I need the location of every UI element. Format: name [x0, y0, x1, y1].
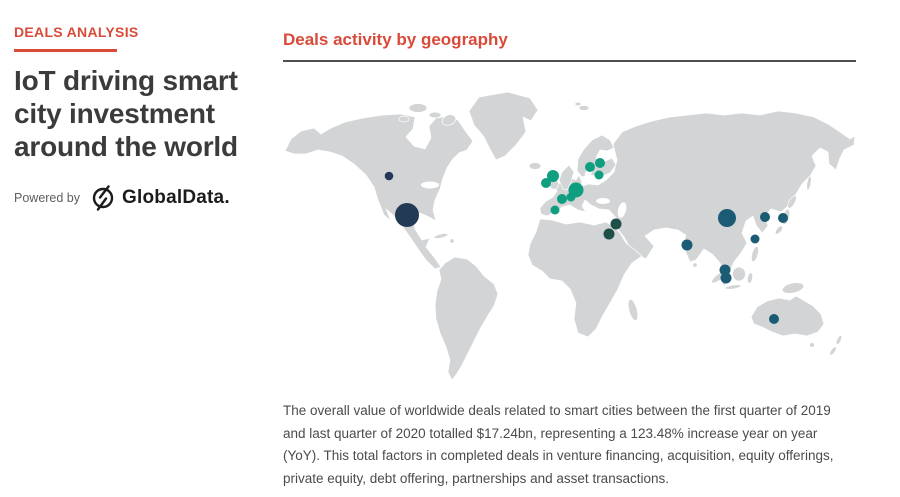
deal-bubble-sweden[interactable]	[585, 162, 595, 172]
eyebrow-label: DEALS ANALYSIS	[14, 24, 139, 40]
landmass-svalbard	[578, 105, 590, 111]
landmass-south-america	[434, 256, 499, 381]
deal-bubble-malaysia[interactable]	[719, 264, 731, 276]
landmass-new-zealand	[835, 335, 843, 345]
landmass-arctic-islands	[408, 103, 428, 113]
deal-bubble-canada[interactable]	[384, 171, 394, 181]
landmass-africa	[527, 218, 643, 338]
deal-bubble-china[interactable]	[718, 209, 736, 227]
deal-bubble-singapore[interactable]	[720, 272, 732, 284]
brand-name: GlobalData.	[122, 187, 230, 208]
deal-bubble-india[interactable]	[681, 239, 693, 251]
landmass-java	[724, 284, 742, 290]
deal-bubbles-layer[interactable]	[384, 158, 788, 324]
deal-bubble-east-china[interactable]	[750, 234, 760, 244]
deal-bubble-japan[interactable]	[778, 213, 788, 223]
landmass-japan	[787, 195, 797, 209]
landmass-japan	[774, 225, 784, 235]
section-divider	[283, 60, 856, 62]
landmass-philippines	[751, 245, 759, 263]
water-black-sea	[596, 198, 610, 204]
deal-bubble-united-kingdom[interactable]	[547, 170, 559, 182]
eyebrow-underline	[14, 49, 117, 52]
map-section-header: Deals activity by geography	[283, 30, 856, 62]
landmass-new-zealand	[829, 346, 837, 356]
landmass-australia	[750, 295, 825, 337]
deal-bubble-ireland[interactable]	[541, 178, 551, 188]
section-title: Deals activity by geography	[283, 30, 508, 49]
world-bubble-map	[284, 91, 856, 381]
landmass-north-america	[284, 113, 474, 270]
landmass-borneo	[732, 266, 746, 282]
landmass-sulawesi	[747, 272, 753, 284]
landmass-madagascar	[627, 298, 639, 322]
landmass-cuba	[433, 233, 449, 239]
landmass-sri-lanka	[692, 262, 698, 268]
landmass-arctic-islands	[428, 111, 442, 119]
page-title: IoT driving smart city investment around…	[14, 65, 238, 162]
deal-bubble-south-korea[interactable]	[760, 212, 770, 222]
landmass-greenland	[468, 91, 539, 161]
powered-by-row: Powered by GlobalData.	[14, 185, 264, 211]
landmass-scandinavia	[576, 134, 617, 178]
deal-bubble-egypt[interactable]	[603, 228, 615, 240]
map-caption: The overall value of worldwide deals rel…	[283, 403, 834, 486]
deal-bubble-baltics[interactable]	[594, 170, 604, 180]
deal-bubble-finland[interactable]	[595, 158, 605, 168]
landmass-baffin	[441, 114, 457, 126]
deal-bubble-spain[interactable]	[550, 205, 560, 215]
landmass-svalbard	[574, 101, 582, 107]
powered-by-label: Powered by	[14, 191, 81, 205]
map-land-layer	[284, 91, 856, 381]
landmass-new-guinea	[781, 282, 805, 294]
deal-bubble-israel[interactable]	[610, 218, 622, 230]
landmass-arctic-islands	[398, 115, 410, 123]
deal-bubble-australia[interactable]	[769, 314, 779, 324]
deal-bubble-switzerland[interactable]	[566, 192, 576, 202]
deal-bubble-france[interactable]	[557, 194, 567, 204]
deal-bubble-united-states[interactable]	[395, 203, 419, 227]
water-great-lakes	[421, 181, 439, 189]
landmass-hispaniola	[449, 238, 455, 244]
water-caspian-sea	[617, 202, 627, 218]
globaldata-logo-icon	[92, 185, 114, 211]
landmass-tasmania	[809, 342, 815, 348]
landmass-uk	[558, 164, 575, 191]
landmass-iceland	[528, 162, 542, 170]
left-panel: DEALS ANALYSIS IoT driving smart city in…	[14, 24, 264, 211]
landmass-sakhalin	[806, 175, 812, 191]
